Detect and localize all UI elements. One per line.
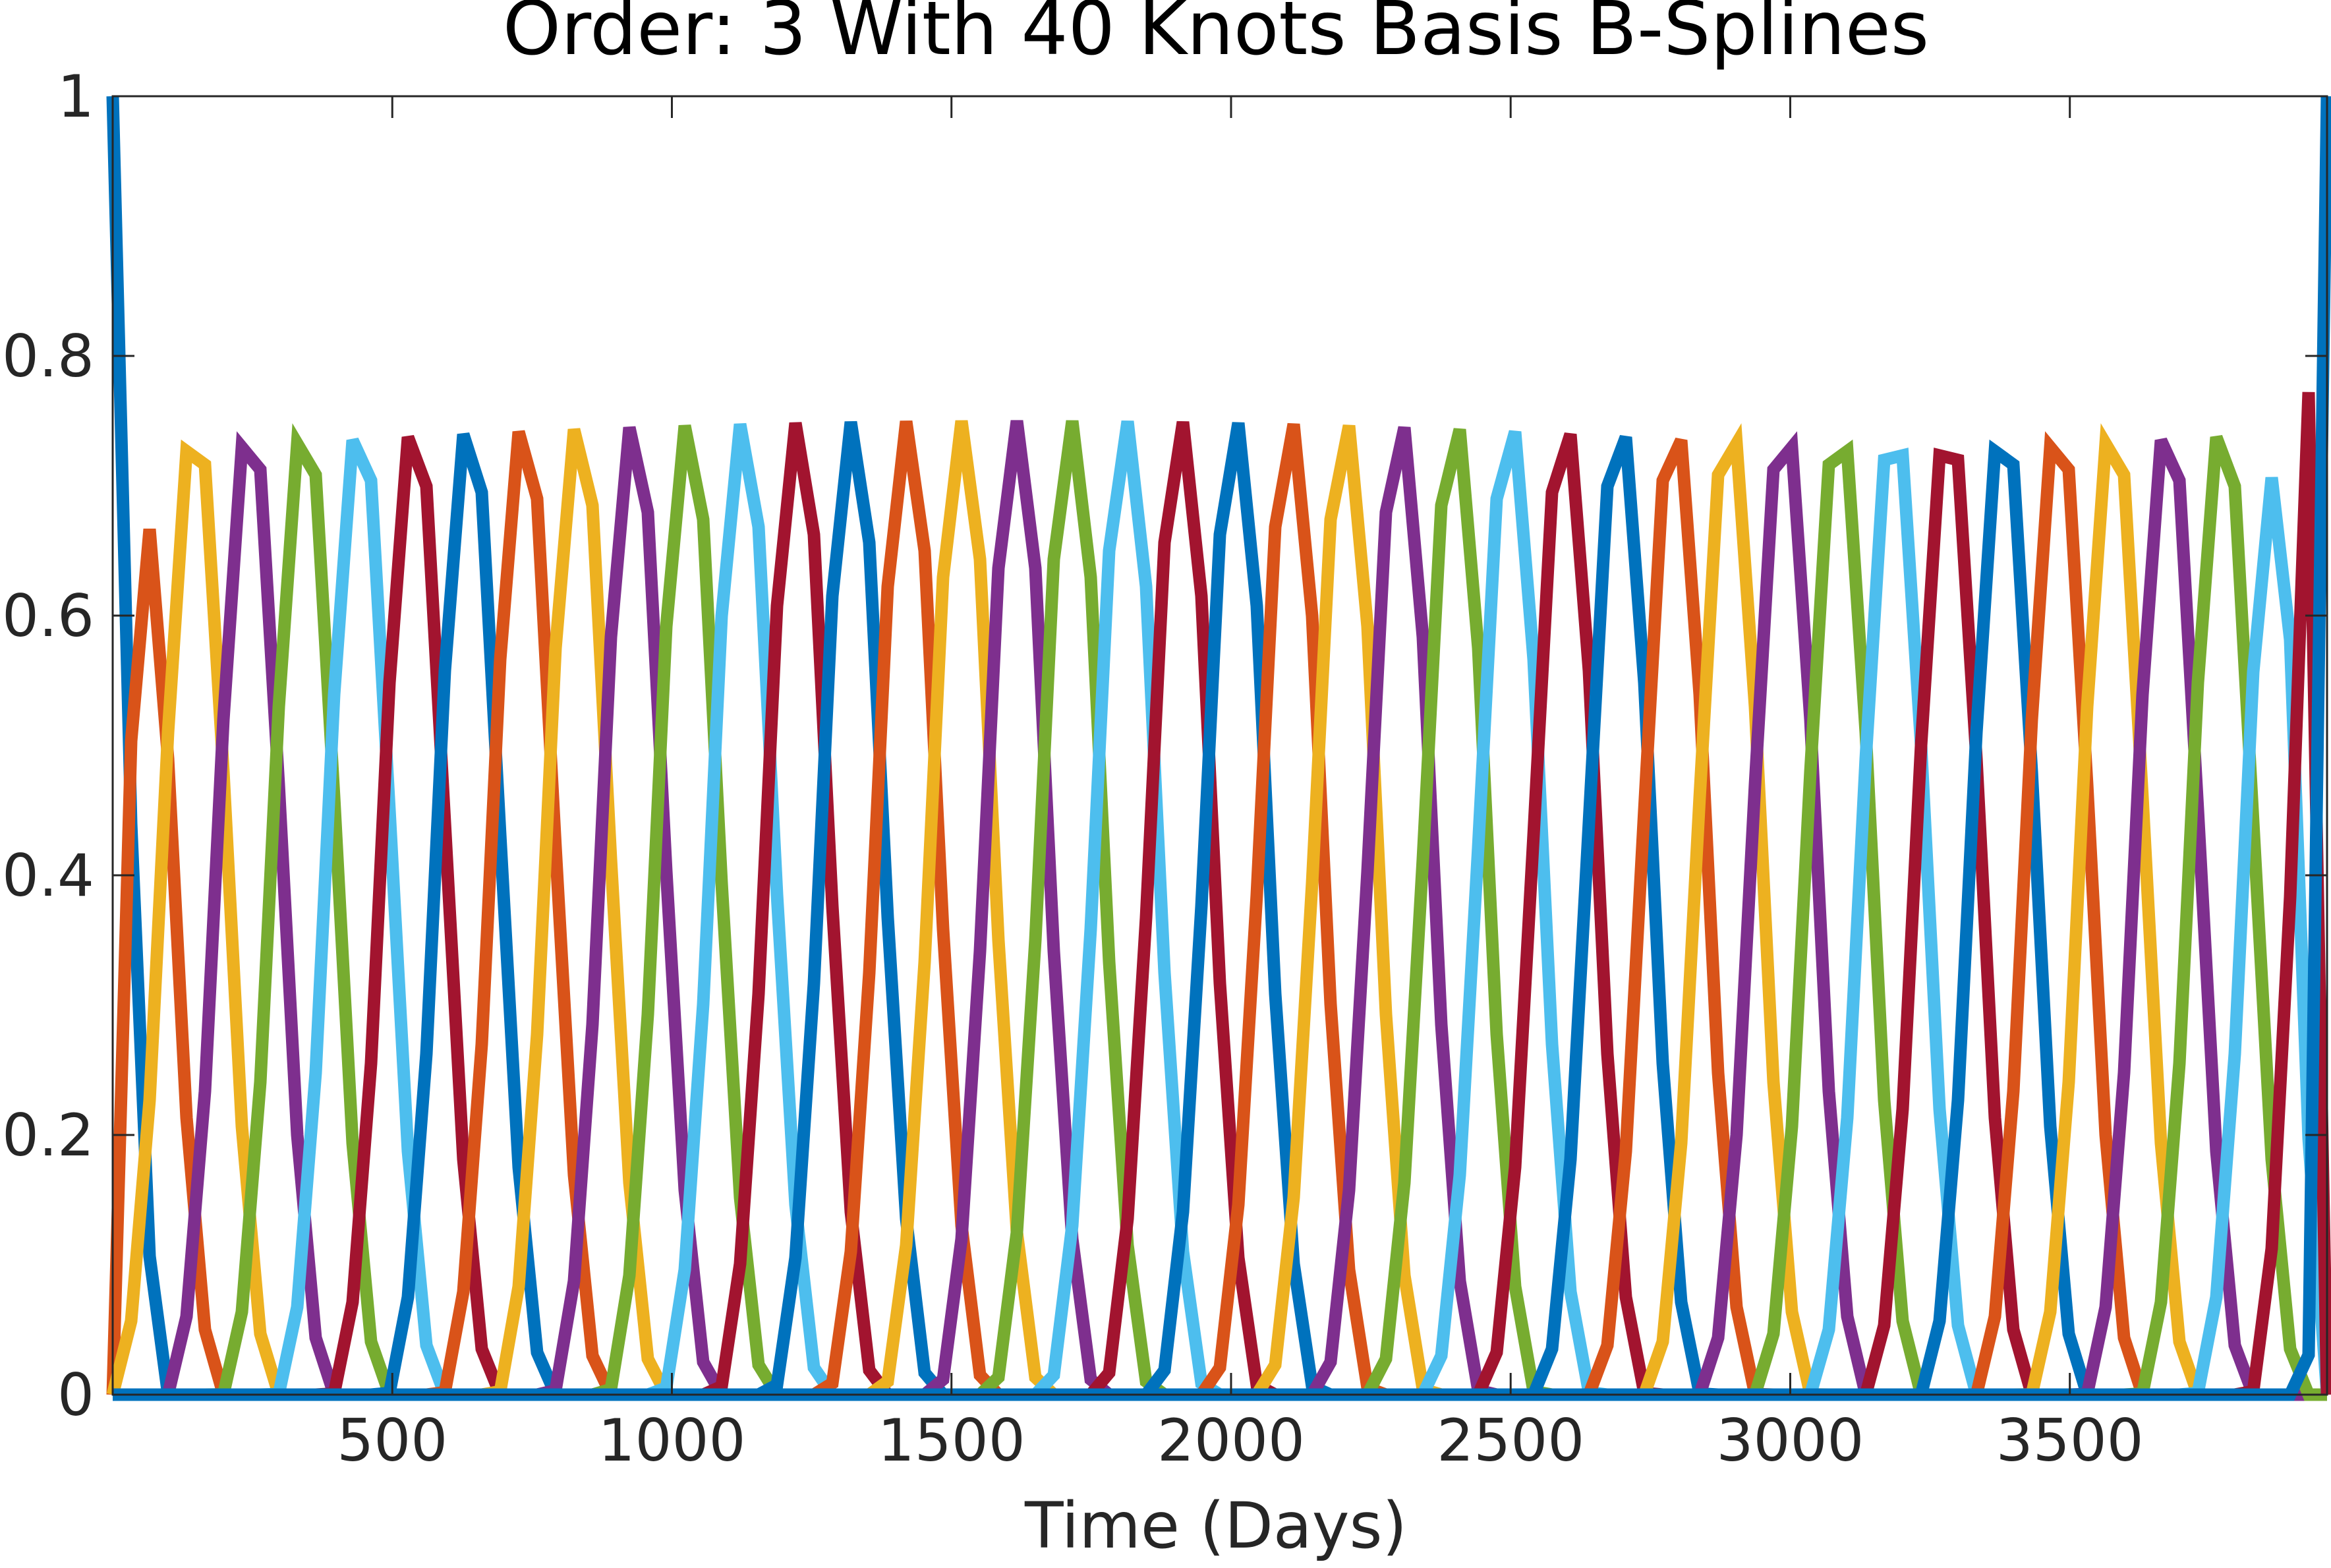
y-tick-label-0.2: 0.2 — [2, 1101, 94, 1169]
x-axis-label: Time (Days) — [1024, 1489, 1407, 1563]
x-tick-label-3000: 3000 — [1716, 1407, 1864, 1474]
y-tick-label-1: 1 — [57, 63, 94, 131]
x-tick-label-3500: 3500 — [1996, 1407, 2144, 1474]
x-tick-label-1000: 1000 — [598, 1407, 746, 1474]
chart-title: Order: 3 With 40 Knots Basis B-Splines — [503, 0, 1929, 72]
x-tick-label-2000: 2000 — [1157, 1407, 1305, 1474]
y-tick-label-0.6: 0.6 — [2, 582, 94, 650]
y-tick-label-0: 0 — [57, 1361, 94, 1429]
x-tick-label-2500: 2500 — [1437, 1407, 1584, 1474]
y-tick-label-0.4: 0.4 — [2, 842, 94, 910]
x-tick-label-1500: 1500 — [878, 1407, 1025, 1474]
tick-layer: 500 1000 1500 2000 2500 3000 3500 0 0.2 0.4 0.6 0.8… — [2, 63, 2327, 1474]
x-tick-label-500: 500 — [337, 1407, 447, 1474]
y-tick-label-0.8: 0.8 — [2, 322, 94, 390]
series-layer — [106, 96, 2331, 1401]
plot-frame — [111, 95, 2328, 1396]
